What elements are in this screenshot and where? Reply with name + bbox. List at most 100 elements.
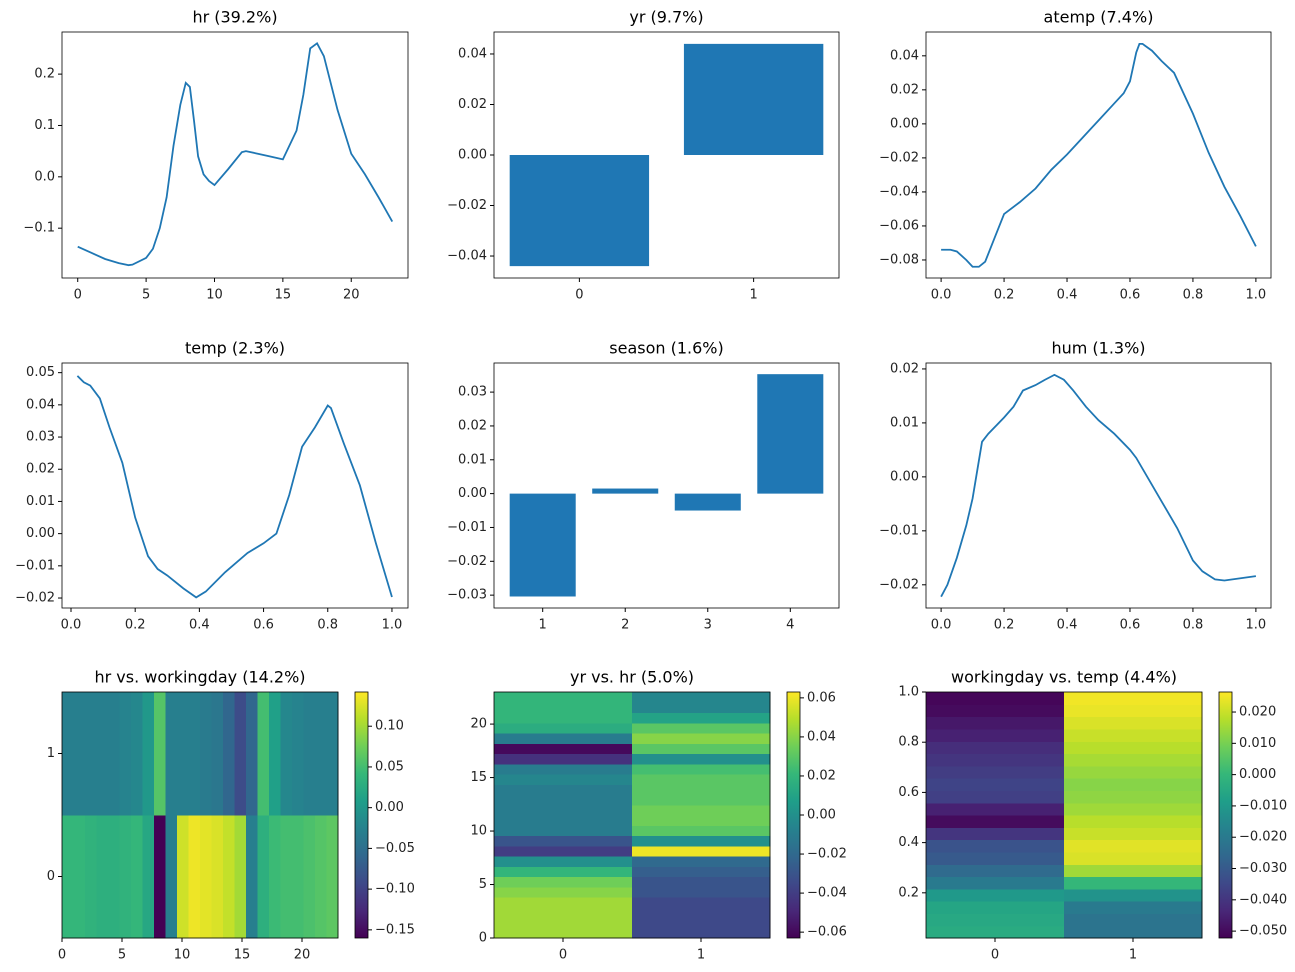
colorbar	[786, 691, 801, 939]
colorbar-tick-label: −0.04	[807, 886, 847, 901]
heatmap-cell	[188, 692, 201, 816]
heatmap-cell	[632, 886, 771, 898]
y-tick-label: 0.00	[458, 486, 487, 501]
heatmap-cell	[1064, 925, 1203, 939]
x-tick-label: 3	[704, 618, 712, 633]
heatmap-cell	[257, 692, 270, 816]
heatmap-cell	[494, 774, 633, 785]
heatmap-cell	[632, 876, 771, 888]
y-tick-label: −0.02	[879, 150, 919, 165]
line-series	[940, 373, 1257, 598]
heatmap-cell	[96, 692, 109, 816]
heatmap-cell	[494, 907, 633, 919]
subplot-title: hum (1.3%)	[1051, 339, 1145, 358]
heatmap-cell	[1064, 901, 1203, 914]
heatmap-cell	[211, 815, 224, 939]
heatmap-cell	[73, 815, 86, 939]
x-tick-label: 15	[234, 948, 251, 963]
x-tick-label: 0.8	[1183, 288, 1204, 303]
heatmap-cell	[119, 692, 132, 816]
heatmap-cell	[926, 839, 1065, 853]
heatmap-cell	[154, 692, 167, 816]
heatmap-cell	[494, 815, 633, 826]
x-tick-label: 0	[559, 948, 567, 963]
heatmap-cell	[494, 856, 633, 867]
y-tick-label: 0.04	[26, 397, 55, 412]
colorbar-tick-label: −0.10	[375, 882, 415, 897]
heatmap-cell	[1064, 913, 1203, 927]
heatmap-cell	[131, 692, 144, 816]
heatmap-cell	[632, 702, 771, 714]
subplot: yr (9.7%) 0 1 −0.04 −0.02 0.00 0.02 0.04	[447, 8, 840, 303]
heatmap-cell	[303, 692, 316, 816]
heatmap-cell	[73, 692, 86, 816]
heatmap-cell	[926, 728, 1065, 742]
heatmap-cell	[632, 743, 771, 755]
y-tick-label: 1	[47, 746, 55, 761]
heatmap-cell	[119, 815, 132, 939]
y-tick-label: 10	[470, 824, 487, 839]
heatmap-cell	[1064, 704, 1203, 718]
heatmap-cell	[315, 692, 328, 816]
colorbar-tick-label: −0.050	[1239, 924, 1287, 939]
colorbar-tick-label: −0.020	[1239, 830, 1287, 845]
heatmap-cell	[280, 692, 293, 816]
heatmap-cell	[211, 692, 224, 816]
x-tick-label: 0	[575, 288, 583, 303]
y-tick-label: 0.2	[34, 67, 55, 82]
heatmap-cell	[108, 692, 121, 816]
heatmap-cell	[926, 692, 1065, 705]
heatmap-cell	[494, 897, 633, 908]
y-tick-label: 0.03	[458, 385, 487, 400]
y-tick-label: −0.02	[447, 198, 487, 213]
x-tick-label: 0.2	[994, 288, 1015, 303]
heatmap-cell	[632, 794, 771, 806]
axes-frame	[61, 691, 339, 939]
y-tick-label: 0.04	[890, 48, 919, 63]
heatmap-cell	[223, 815, 236, 939]
bar	[683, 43, 824, 155]
subplot-title: hr (39.2%)	[192, 8, 277, 27]
y-tick-label: 0.00	[458, 148, 487, 163]
y-tick-label: 0.02	[458, 97, 487, 112]
x-tick-label: 4	[786, 618, 794, 633]
colorbar-tick-label: 0.10	[375, 719, 404, 734]
heatmap-cell	[108, 815, 121, 939]
y-tick-label: −0.08	[879, 252, 919, 267]
y-tick-label: 0.8	[898, 735, 919, 750]
y-tick-label: 0.00	[890, 469, 919, 484]
y-tick-label: 0.04	[458, 46, 487, 61]
y-tick-label: 0	[47, 869, 55, 884]
y-tick-label: 0.05	[26, 365, 55, 380]
axes-frame	[493, 691, 771, 939]
heatmap-cell	[223, 692, 236, 816]
heatmap-cell	[234, 692, 247, 816]
heatmap-cell	[632, 927, 771, 939]
y-tick-label: 0.1	[34, 118, 55, 133]
x-tick-label: 0.4	[189, 618, 210, 633]
colorbar-tick-label: 0.05	[375, 759, 404, 774]
heatmap-cell	[1064, 778, 1203, 791]
heatmap-cell	[926, 741, 1065, 755]
heatmap-cell	[926, 753, 1065, 767]
y-tick-label: 0.02	[890, 361, 919, 376]
heatmap-cell	[926, 876, 1065, 890]
x-tick-label: 5	[118, 948, 126, 963]
x-tick-label: 0.6	[1120, 618, 1141, 633]
subplot: hr (39.2%) −0.1 0.0 0.1 0.2 0 5 10 15 20	[23, 8, 409, 303]
heatmap-cell	[632, 907, 771, 919]
heatmap-cell	[632, 866, 771, 878]
x-tick-label: 1.0	[1246, 618, 1267, 633]
subplot-title: yr (9.7%)	[629, 8, 703, 27]
colorbar-tick-label: 0.000	[1239, 767, 1276, 782]
axes-frame	[61, 31, 409, 279]
x-tick-label: 0	[58, 948, 66, 963]
heatmap-cell	[1064, 753, 1203, 767]
heatmap-cell	[494, 733, 633, 744]
bar	[757, 374, 824, 494]
colorbar-tick-label: −0.02	[807, 847, 847, 862]
x-tick-label: 1	[697, 948, 705, 963]
heatmap-cell	[303, 815, 316, 939]
x-tick-label: 20	[294, 948, 311, 963]
heatmap-cell	[96, 815, 109, 939]
